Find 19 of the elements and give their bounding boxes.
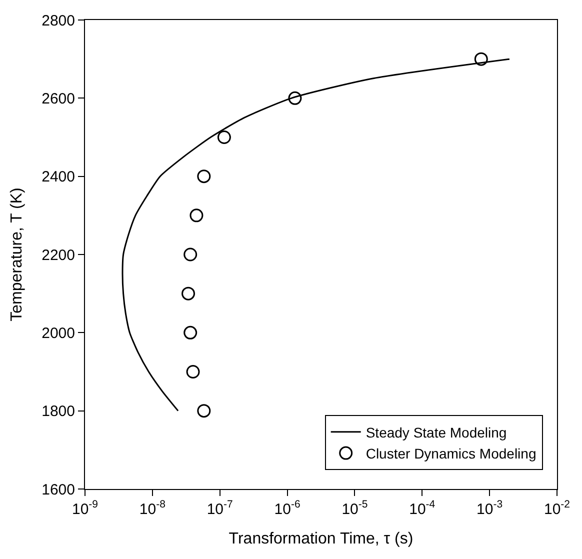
legend-label: Steady State Modeling <box>366 424 507 440</box>
x-tick-label: 10$^{-9}$ <box>72 498 98 518</box>
y-tick-label: 2600 <box>42 90 75 108</box>
y-tick-label: 2000 <box>42 324 75 342</box>
y-tick-label: 2200 <box>42 246 75 264</box>
y-tick-label: 2800 <box>42 12 75 30</box>
x-tick-label: 10$^{-6}$ <box>274 498 300 518</box>
x-tick-label: 10$^{-7}$ <box>206 498 234 518</box>
y-tick-label: 1800 <box>42 403 75 420</box>
legend-label: Cluster Dynamics Modeling <box>366 446 536 462</box>
x-tick-label: 10$^{-8}$ <box>139 498 166 518</box>
y-axis-title: Temperature, T (K) <box>8 188 26 322</box>
y-tick-label: 2400 <box>42 168 75 186</box>
y-tick-label: 1600 <box>42 481 75 498</box>
x-tick-label: 10$^{-5}$ <box>342 498 368 518</box>
x-tick-label: 10$^{-2}$ <box>544 498 570 518</box>
x-tick-label: 10$^{-3}$ <box>476 498 503 518</box>
x-axis-title: Transformation Time, τ (s) <box>228 530 414 548</box>
x-tick-label: 10$^{-4}$ <box>409 498 436 518</box>
